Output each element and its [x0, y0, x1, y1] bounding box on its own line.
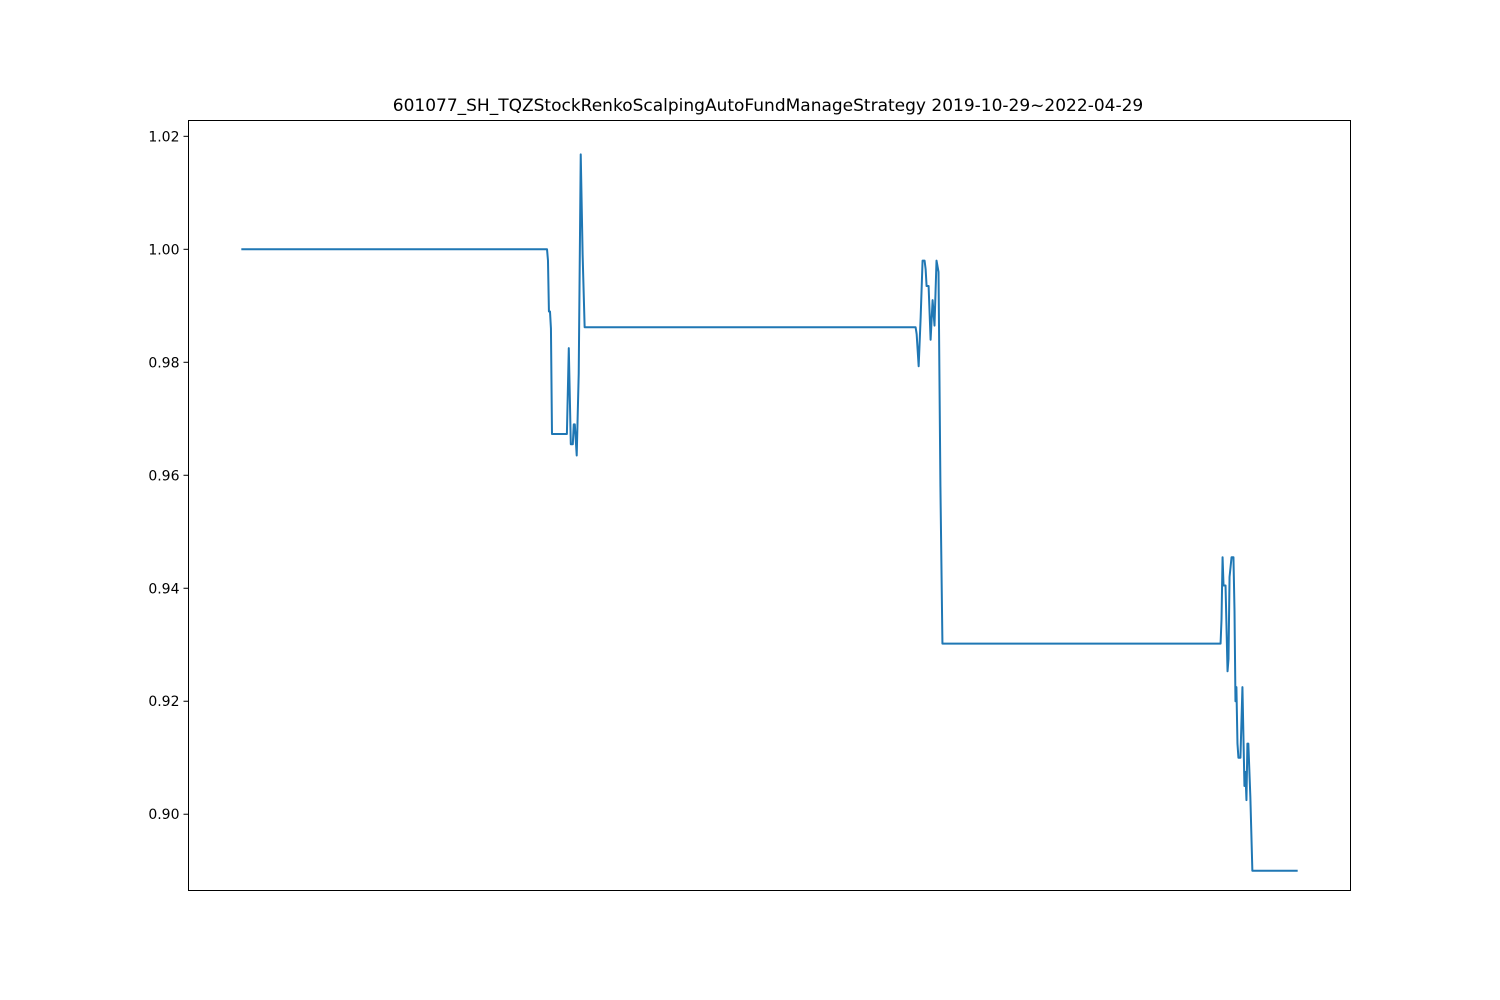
y-tick-label: 1.02: [148, 129, 179, 145]
plot-frame: [188, 120, 1351, 891]
y-tick-label: 0.90: [148, 807, 179, 823]
y-tick-label: 0.92: [148, 694, 179, 710]
plot-lines: [241, 153, 1298, 872]
y-tick-label: 0.94: [148, 581, 179, 597]
series-line: [241, 153, 1298, 872]
chart-title: 601077_SH_TQZStockRenkoScalpingAutoFundM…: [393, 96, 1143, 116]
y-tick-label: 1.00: [148, 242, 179, 258]
y-tick-label: 0.98: [148, 355, 179, 371]
y-axis: 0.90 0.92 0.94 0.96 0.98 1.00 1.02: [148, 129, 189, 823]
y-tick-label: 0.96: [148, 468, 179, 484]
